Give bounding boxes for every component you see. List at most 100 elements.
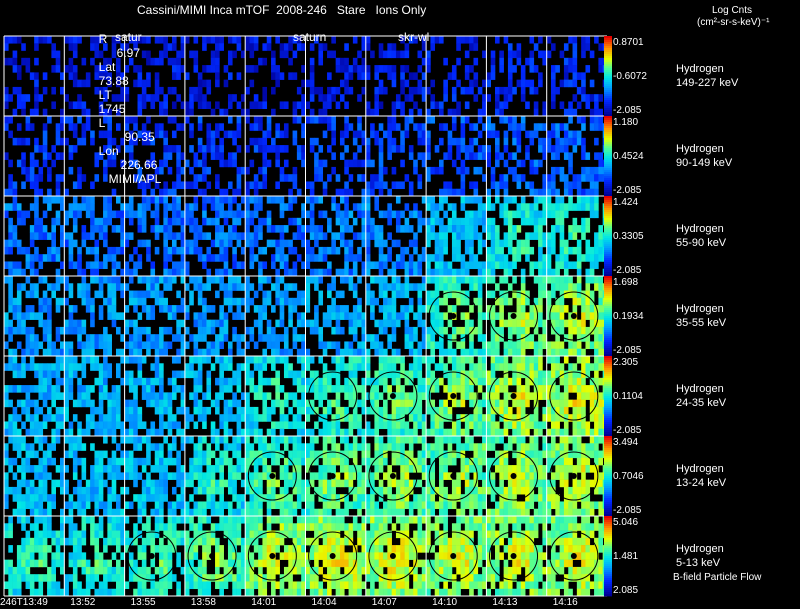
heatmap-pixel	[568, 399, 573, 408]
heatmap-pixel	[417, 406, 423, 415]
heatmap-pixel	[215, 174, 220, 182]
heatmap-pixel	[29, 428, 35, 437]
heatmap-pixel	[551, 152, 556, 160]
heatmap-pixel	[439, 406, 444, 415]
heatmap-pixel	[249, 261, 255, 270]
heatmap-pixel	[12, 406, 18, 415]
heatmap-pixel	[159, 479, 164, 488]
heatmap-pixel	[120, 232, 125, 240]
heatmap-pixel	[29, 123, 35, 131]
heatmap-pixel	[25, 57, 31, 66]
heatmap-pixel	[512, 86, 517, 95]
heatmap-pixel	[499, 86, 504, 95]
heatmap-pixel	[120, 348, 125, 357]
heatmap-pixel	[159, 225, 164, 233]
heatmap-pixel	[344, 166, 349, 175]
heatmap-pixel	[124, 472, 130, 480]
heatmap-pixel	[64, 276, 69, 284]
heatmap-pixel	[473, 137, 479, 146]
heatmap-pixel	[339, 363, 345, 371]
heatmap-pixel	[8, 436, 13, 444]
heatmap-pixel	[266, 145, 272, 153]
heatmap-pixel	[352, 305, 358, 313]
heatmap-pixel	[279, 210, 285, 219]
heatmap-pixel	[581, 399, 586, 408]
heatmap-pixel	[503, 356, 509, 364]
heatmap-pixel	[42, 450, 48, 459]
heatmap-pixel	[90, 472, 95, 480]
heatmap-pixel	[335, 217, 341, 226]
heatmap-pixel	[477, 276, 483, 284]
heatmap-pixel	[21, 363, 26, 371]
heatmap-pixel	[533, 392, 539, 400]
heatmap-pixel	[443, 385, 448, 393]
heatmap-pixel	[473, 57, 479, 66]
heatmap-pixel	[115, 79, 121, 88]
heatmap-pixel	[434, 36, 440, 44]
heatmap-pixel	[292, 472, 298, 480]
heatmap-pixel	[555, 326, 560, 335]
heatmap-pixel	[72, 363, 78, 371]
heatmap-pixel	[525, 334, 530, 342]
heatmap-pixel	[309, 65, 315, 73]
heatmap-pixel	[357, 305, 362, 313]
heatmap-pixel	[469, 123, 474, 131]
heatmap-pixel	[42, 159, 48, 168]
heatmap-pixel	[318, 50, 324, 59]
heatmap-pixel	[120, 450, 125, 459]
heatmap-pixel	[559, 123, 565, 131]
heatmap-pixel	[344, 43, 349, 51]
heatmap-pixel	[357, 123, 362, 131]
heatmap-pixel	[133, 334, 138, 342]
heatmap-pixel	[533, 341, 539, 350]
heatmap-pixel	[98, 108, 104, 117]
heatmap-pixel	[305, 450, 311, 459]
heatmap-pixel	[314, 232, 319, 240]
heatmap-pixel	[378, 152, 384, 160]
heatmap-pixel	[551, 326, 556, 335]
heatmap-pixel	[215, 508, 220, 517]
heatmap-pixel	[12, 203, 18, 211]
heatmap-pixel	[365, 261, 371, 270]
heatmap-pixel	[404, 261, 410, 270]
heatmap-pixel	[120, 246, 125, 255]
heatmap-pixel	[585, 166, 591, 175]
heatmap-pixel	[344, 414, 349, 422]
heatmap-pixel	[456, 166, 461, 175]
heatmap-pixel	[180, 239, 186, 248]
heatmap-pixel	[223, 297, 229, 306]
heatmap-pixel	[34, 232, 39, 240]
heatmap-pixel	[25, 94, 31, 102]
heatmap-pixel	[378, 392, 384, 400]
heatmap-pixel	[210, 421, 216, 430]
heatmap-pixel	[249, 101, 255, 110]
heatmap-pixel	[232, 334, 237, 342]
heatmap-pixel	[236, 130, 242, 139]
heatmap-pixel	[451, 246, 457, 255]
heatmap-pixel	[568, 36, 573, 44]
heatmap-pixel	[68, 443, 74, 451]
heatmap-pixel	[128, 254, 134, 262]
heatmap-pixel	[38, 457, 44, 466]
heatmap-pixel	[167, 217, 173, 226]
heatmap-pixel	[202, 472, 207, 480]
heatmap-pixel	[322, 443, 328, 451]
heatmap-pixel	[327, 225, 332, 233]
heatmap-pixel	[348, 72, 354, 80]
heatmap-pixel	[352, 443, 358, 451]
heatmap-pixel	[21, 159, 26, 168]
heatmap-pixel	[344, 268, 349, 277]
heatmap-pixel	[555, 225, 560, 233]
heatmap-pixel	[309, 86, 315, 95]
heatmap-pixel	[516, 399, 522, 408]
heatmap-pixel	[563, 414, 569, 422]
heatmap-pixel	[232, 276, 237, 284]
heatmap-pixel	[499, 428, 504, 437]
heatmap-pixel	[512, 363, 517, 371]
heatmap-pixel	[486, 399, 492, 408]
heatmap-pixel	[581, 152, 586, 160]
heatmap-pixel	[361, 341, 367, 350]
heatmap-pixel	[171, 130, 177, 139]
heatmap-pixel	[503, 116, 509, 124]
heatmap-pixel	[529, 370, 535, 379]
